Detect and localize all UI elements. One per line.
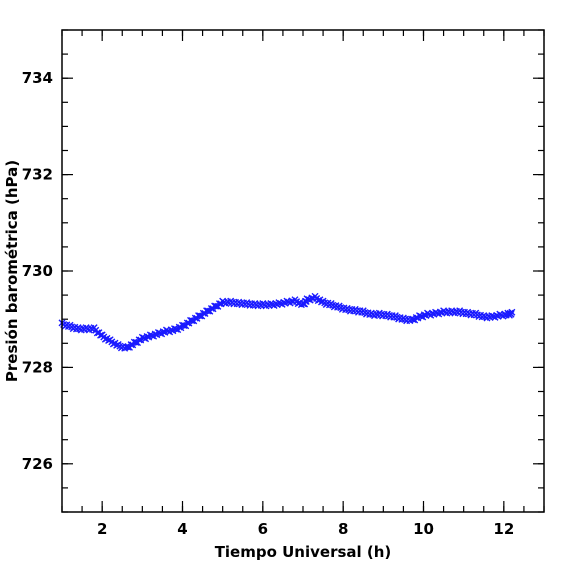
y-tick-label: 726: [22, 455, 53, 473]
data-point-stroke: [412, 314, 420, 322]
x-tick-labels: 2 4 6 8 10 12: [97, 520, 514, 538]
data-point-stroke: [507, 310, 515, 318]
y-axis-title: Presión barométrica (hPa): [3, 160, 21, 382]
x-tick-label: 8: [338, 520, 348, 538]
data-point: [507, 310, 515, 318]
data-point-stroke: [407, 315, 415, 323]
data-point-stroke: [508, 308, 516, 316]
data-point: [172, 325, 180, 333]
data-point: [409, 315, 417, 323]
data-point-stroke: [195, 312, 203, 320]
x-tick-label: 2: [97, 520, 107, 538]
data-point: [508, 308, 516, 316]
data-point-stroke: [187, 316, 195, 324]
plot-frame: [61, 29, 545, 513]
y-tick-label: 732: [22, 166, 53, 184]
x-tick-label: 10: [413, 520, 434, 538]
data-point-stroke: [97, 331, 105, 339]
data-point-stroke: [409, 315, 417, 323]
y-tick-label: 734: [22, 69, 53, 87]
x-tick-label: 4: [177, 520, 187, 538]
data-point-stroke: [170, 325, 178, 333]
data-point-stroke: [172, 325, 180, 333]
major-ticks: [62, 30, 544, 512]
data-point-stroke: [90, 324, 98, 332]
data-point-stroke: [175, 323, 183, 331]
x-tick-label: 12: [493, 520, 514, 538]
data-point-stroke: [203, 307, 211, 315]
x-axis-title: Tiempo Universal (h): [215, 543, 392, 561]
data-point: [412, 314, 420, 322]
x-tick-label: 6: [258, 520, 268, 538]
data-point: [175, 323, 183, 331]
y-tick-labels: 726 728 730 732 734: [22, 69, 53, 473]
data-point-stroke: [179, 321, 186, 329]
data-point-stroke: [130, 338, 138, 346]
data-points: [58, 292, 516, 352]
data-point-stroke: [122, 343, 130, 351]
y-tick-label: 730: [22, 262, 53, 280]
data-point-stroke: [211, 302, 219, 310]
minor-ticks: [61, 29, 545, 513]
y-tick-label: 728: [22, 358, 53, 376]
